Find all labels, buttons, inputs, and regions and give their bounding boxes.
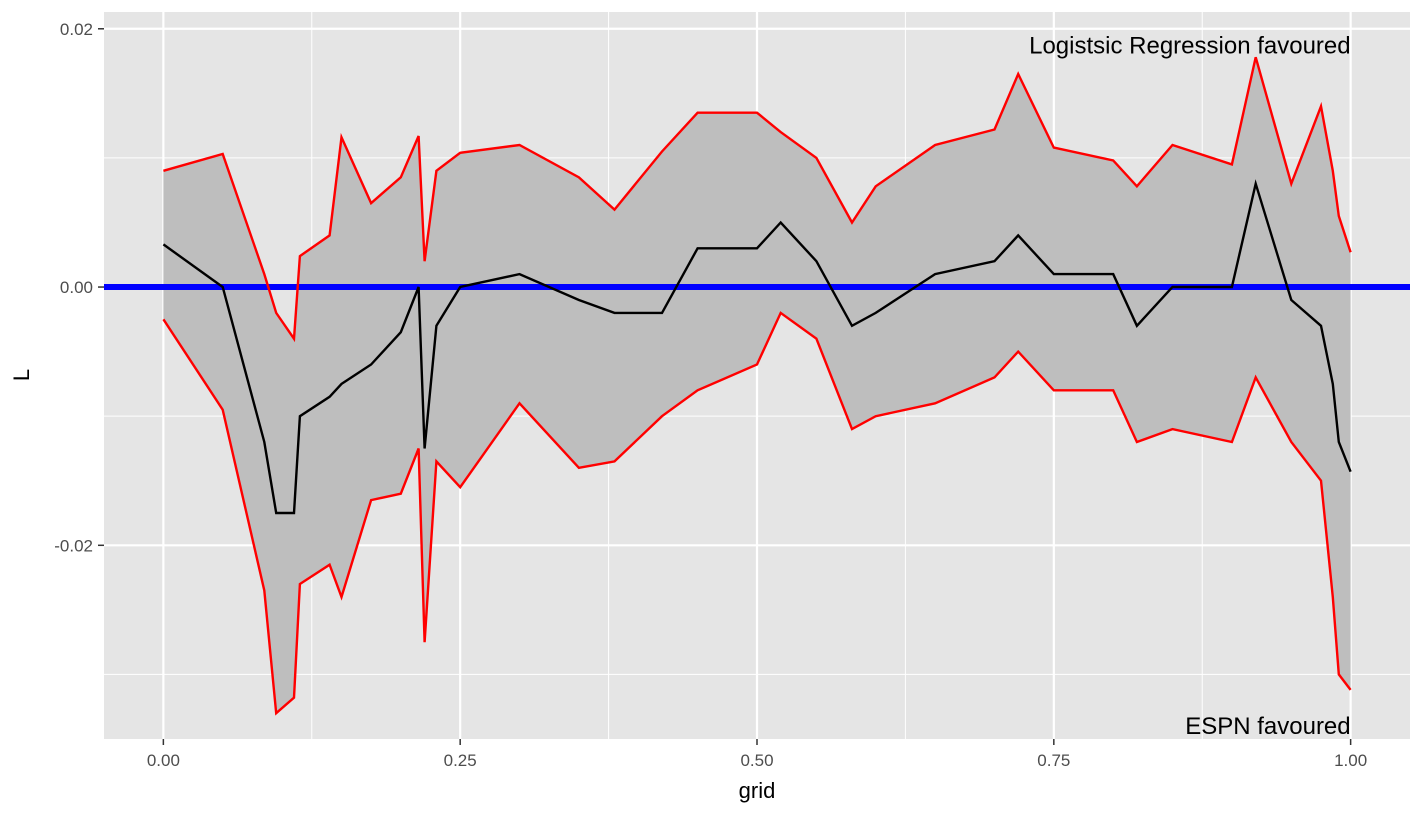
annotation-lr-favoured: Logistsic Regression favoured — [1029, 32, 1351, 59]
x-tick-label: 0.25 — [444, 751, 477, 770]
y-tick-label: 0.00 — [60, 278, 93, 297]
x-tick-label: 0.00 — [147, 751, 180, 770]
y-axis-title: L — [9, 369, 34, 381]
annotation-espn-favoured: ESPN favoured — [1185, 713, 1350, 740]
y-tick-label: -0.02 — [54, 536, 93, 555]
lower-bound-line — [162, 311, 1352, 716]
y-tick-label: 0.02 — [60, 20, 93, 39]
x-tick-label: 0.50 — [740, 751, 773, 770]
upper-bound-line — [163, 56, 1352, 343]
x-axis: 0.00 0.25 0.50 0.75 1.00 — [147, 739, 1367, 770]
confidence-band — [163, 57, 1351, 714]
x-axis-title: grid — [739, 778, 776, 803]
y-axis: -0.02 0.00 0.02 — [54, 20, 104, 555]
x-tick-label: 0.75 — [1037, 751, 1070, 770]
x-tick-label: 1.00 — [1334, 751, 1367, 770]
estimate-line — [162, 179, 1352, 515]
